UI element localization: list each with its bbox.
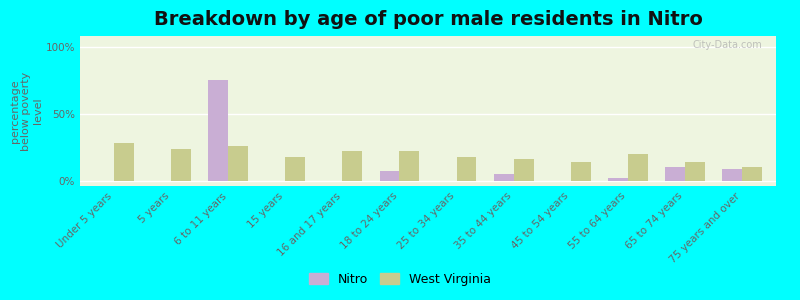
Bar bbox=[399, 151, 419, 181]
Bar bbox=[228, 146, 248, 181]
Y-axis label: percentage
below poverty
level: percentage below poverty level bbox=[10, 71, 43, 151]
Legend: Nitro, West Virginia: Nitro, West Virginia bbox=[304, 268, 496, 291]
Bar bbox=[342, 151, 362, 181]
Title: Breakdown by age of poor male residents in Nitro: Breakdown by age of poor male residents … bbox=[154, 10, 702, 29]
Bar bbox=[722, 169, 742, 181]
Bar bbox=[742, 167, 762, 181]
Bar bbox=[685, 162, 705, 181]
Bar bbox=[286, 157, 306, 181]
Bar bbox=[494, 174, 514, 181]
Bar bbox=[457, 157, 477, 181]
Bar bbox=[514, 159, 534, 181]
Bar bbox=[608, 178, 628, 181]
Bar bbox=[379, 171, 399, 181]
Bar bbox=[171, 148, 191, 181]
Bar bbox=[208, 80, 228, 181]
Bar bbox=[114, 143, 134, 181]
Bar bbox=[628, 154, 648, 181]
Bar bbox=[570, 162, 590, 181]
Text: City-Data.com: City-Data.com bbox=[692, 40, 762, 50]
Bar bbox=[665, 167, 685, 181]
